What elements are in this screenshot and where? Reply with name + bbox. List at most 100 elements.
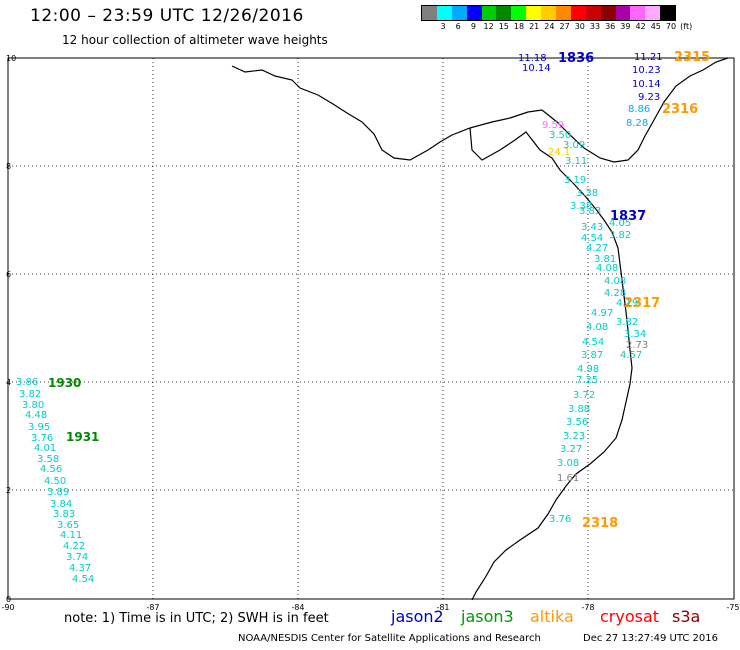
- colorbar-swatch: [660, 6, 676, 20]
- panama-gulf-coastline: [469, 127, 633, 601]
- map-subtitle: 12 hour collection of altimeter wave hei…: [62, 33, 328, 47]
- pass-time-label: 1836: [558, 51, 594, 66]
- pass-time-label: 1837: [610, 209, 646, 224]
- satellite-legend-s3a: s3a: [672, 607, 701, 626]
- wave-height-value: 4.54: [72, 574, 94, 585]
- map-gridlines: [8, 58, 734, 599]
- wave-height-value: 4.54: [582, 337, 604, 348]
- wave-height-value: 9.59: [542, 120, 564, 131]
- wave-height-value: 4.08: [604, 276, 626, 287]
- y-axis-ticks: 0 2 4 6 8 10: [6, 54, 16, 604]
- wave-height-value: 3.38: [570, 201, 592, 212]
- wave-height-value: 1.61: [557, 473, 579, 484]
- pass-time-label: 2316: [662, 102, 698, 117]
- y-tick-label: 0: [6, 595, 11, 604]
- colorbar-label: 33: [589, 22, 601, 31]
- wave-height-value: 3.56: [566, 417, 588, 428]
- x-axis-ticks: -90 -87 -84 -81 -78 -75: [1, 603, 739, 612]
- colorbar-swatch: [481, 6, 497, 20]
- x-tick-label: -84: [291, 603, 304, 612]
- colorbar-swatch: [615, 6, 631, 20]
- wave-height-value: 3.74: [66, 552, 88, 563]
- colorbar-label: 21: [529, 22, 540, 31]
- colorbar-label: 6: [455, 22, 461, 31]
- wave-height-value: 3.82: [616, 317, 638, 328]
- wave-height-value: 9.23: [638, 92, 660, 103]
- colorbar-swatch: [466, 6, 482, 20]
- wave-height-value: 8.86: [628, 104, 650, 115]
- pass-time-label: 1931: [66, 430, 99, 444]
- wave-height-value: 4.50: [44, 476, 66, 487]
- wave-height-value: 3.08: [557, 458, 579, 469]
- wave-height-value: 3.65: [57, 520, 79, 531]
- colorbar-label: 3: [440, 22, 446, 31]
- wave-height-value: 3.82: [609, 230, 631, 241]
- colorbar-swatch: [451, 6, 467, 20]
- map-title: 12:00 – 23:59 UTC 12/26/2016: [30, 6, 304, 26]
- wave-height-value: 3.88: [568, 404, 590, 415]
- central-america-coastline: [231, 57, 729, 163]
- wave-height-value: 4.08: [596, 263, 618, 274]
- wave-height-value: 3.76: [549, 514, 571, 525]
- wave-height-value: 10.14: [522, 63, 551, 74]
- wave-height-value: 4.27: [586, 243, 608, 254]
- wave-height-value: 3.50: [549, 130, 571, 141]
- wave-height-colorbar: [421, 5, 677, 21]
- wave-height-value: 3.58: [37, 454, 59, 465]
- colorbar-swatch: [436, 6, 452, 20]
- x-tick-label: -78: [581, 603, 594, 612]
- wave-height-value: 11.21: [634, 52, 663, 63]
- wave-height-value: 4.01: [34, 443, 56, 454]
- wave-height-value: 4.11: [60, 530, 82, 541]
- colorbar-label: 39: [620, 22, 631, 31]
- x-tick-label: -90: [1, 603, 14, 612]
- colorbar-label: 27: [559, 22, 570, 31]
- wave-height-value: 7.25: [576, 375, 598, 386]
- wave-height-value: 3.84: [50, 499, 72, 510]
- wave-height-value: 3.80: [22, 400, 44, 411]
- colorbar-swatch: [585, 6, 601, 20]
- colorbar-label: 24: [544, 22, 555, 31]
- wave-height-value: 8.28: [626, 118, 648, 129]
- y-tick-label: 8: [6, 162, 11, 171]
- colorbar-swatch: [422, 6, 437, 20]
- wave-height-value: 3.19: [564, 175, 586, 186]
- wave-height-value: 3.83: [579, 206, 601, 217]
- wave-height-value: 4.05: [609, 218, 631, 229]
- wave-height-value: 4.98: [577, 364, 599, 375]
- colorbar-swatch: [600, 6, 616, 20]
- colorbar-swatch: [526, 6, 542, 20]
- colorbar-swatch: [496, 6, 512, 20]
- colorbar-label: 70: [665, 22, 677, 31]
- colorbar-label: 45: [650, 22, 661, 31]
- x-tick-label: -81: [436, 603, 449, 612]
- colorbar-swatch: [645, 6, 661, 20]
- wave-height-value: 3.89: [47, 487, 69, 498]
- wave-height-value: 10.14: [632, 79, 661, 90]
- y-tick-label: 4: [6, 378, 11, 387]
- colorbar-label: (ft): [680, 22, 693, 31]
- wave-height-labels: 1836 231523161837231719301931231811.1810.…: [16, 50, 710, 585]
- wave-height-value: 10.23: [632, 65, 661, 76]
- colorbar-swatch: [570, 6, 586, 20]
- colorbar-label: 36: [605, 22, 616, 31]
- pass-time-label: 2317: [624, 296, 660, 311]
- colorbar-swatch: [556, 6, 571, 20]
- units-note: note: 1) Time is in UTC; 2) SWH is in fe…: [64, 611, 329, 626]
- wave-height-value: 4.57: [620, 350, 642, 361]
- wave-height-value: 3.76: [31, 433, 53, 444]
- wave-height-value: 4.19: [616, 298, 638, 309]
- wave-height-value: 3.81: [594, 254, 616, 265]
- wave-height-value: 2.73: [626, 340, 648, 351]
- satellite-legend-jason2: jason2: [391, 607, 444, 626]
- wave-height-value: 4.48: [25, 410, 47, 421]
- wave-height-value: 3.95: [28, 422, 50, 433]
- wave-height-value: 3.72: [573, 390, 595, 401]
- satellite-legend-cryosat: cryosat: [600, 607, 660, 626]
- colorbar-label: 42: [635, 22, 646, 31]
- colorbar-swatch: [541, 6, 557, 20]
- wave-height-value: 11.18: [518, 53, 547, 64]
- x-tick-label: -87: [146, 603, 159, 612]
- colorbar-label: 15: [498, 22, 509, 31]
